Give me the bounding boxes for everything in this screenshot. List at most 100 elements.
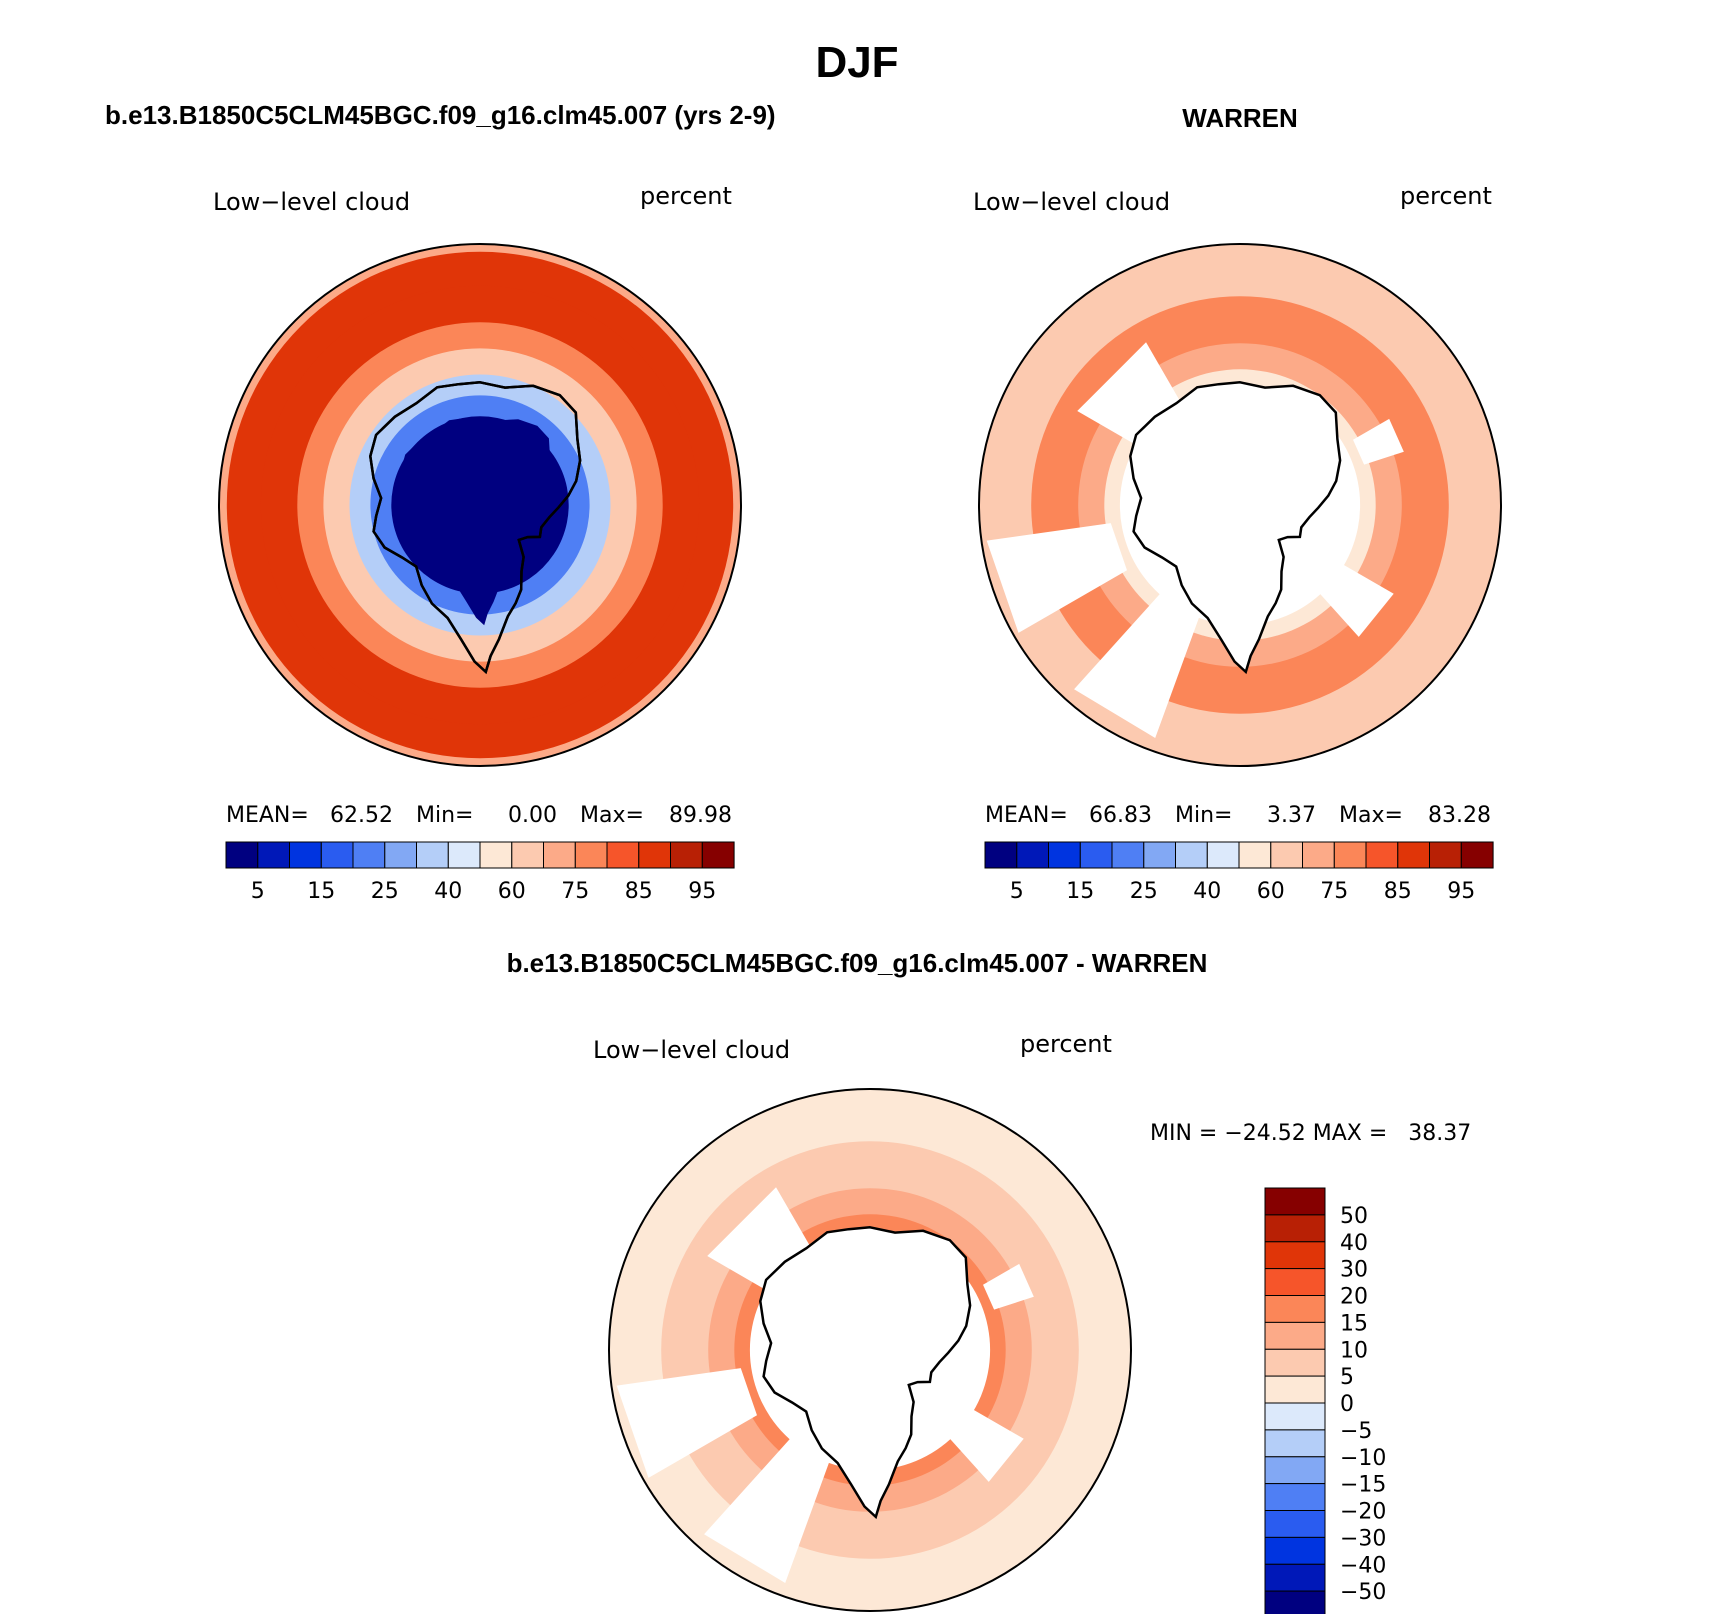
- coastline: [759, 1226, 972, 1520]
- colorbar-swatch: [1264, 1375, 1326, 1404]
- colorbar-tick-label: 40: [1193, 879, 1221, 904]
- polar-map: [609, 1089, 1131, 1611]
- polar-map: [979, 244, 1501, 766]
- colorbar-swatch: [1264, 1483, 1326, 1511]
- colorbar-tick-label: 25: [1130, 879, 1158, 904]
- interior-minimum: [401, 416, 553, 626]
- panel-title: WARREN: [1182, 103, 1298, 133]
- colorbar-tick-label: 5: [1010, 879, 1024, 904]
- colorbar-tick-label: −40: [1340, 1553, 1386, 1578]
- colorbar-swatch: [1264, 1429, 1326, 1458]
- colorbar-swatch: [1429, 841, 1462, 869]
- min-value: 0.00: [508, 803, 557, 828]
- colorbar-swatch: [701, 841, 735, 869]
- colorbar-swatch: [543, 841, 576, 869]
- colorbar-swatch: [1264, 1563, 1326, 1592]
- min-max-stats: MIN = −24.52 MAX = 38.37: [1150, 1121, 1471, 1146]
- polar-map: [219, 244, 741, 766]
- variable-label: Low−level cloud: [213, 188, 410, 216]
- colorbar-tick-label: 85: [1384, 879, 1412, 904]
- colorbar-swatch: [1264, 1590, 1326, 1614]
- colorbar-tick-label: −30: [1340, 1526, 1386, 1551]
- panel-model: b.e13.B1850C5CLM45BGC.f09_g16.clm45.007 …: [105, 100, 776, 904]
- colorbar-swatch: [384, 841, 418, 869]
- colorbar-tick-label: 50: [1340, 1204, 1368, 1229]
- colorbar-swatch: [1264, 1295, 1326, 1323]
- colorbar-tick-label: −15: [1340, 1473, 1386, 1498]
- colorbar-tick-label: 5: [1340, 1365, 1354, 1390]
- colorbar-swatch: [1143, 841, 1177, 869]
- map-border: [218, 243, 742, 767]
- colorbar-tick-label: −10: [1340, 1446, 1386, 1471]
- colorbar-tick-label: −50: [1340, 1580, 1386, 1605]
- colorbar-tick-label: 60: [1257, 879, 1285, 904]
- colorbar-swatch: [1206, 841, 1240, 869]
- panel-obs: WARREN Low−level cloud percent MEAN= 66.…: [973, 103, 1502, 904]
- missing-data-sector: [1318, 563, 1394, 637]
- colorbar-swatch: [257, 841, 291, 869]
- min-value: 3.37: [1267, 803, 1316, 828]
- colorbar: 5 15 25 40 60 75 85 95: [984, 841, 1494, 904]
- colorbar-tick-label: 75: [561, 879, 589, 904]
- colorbar-swatch: [1397, 841, 1431, 869]
- missing-data-sector: [704, 1437, 830, 1583]
- colorbar-swatch: [1264, 1241, 1326, 1270]
- colorbar-swatch: [289, 841, 322, 869]
- stats-line: MEAN= 66.83 Min= 3.37 Max= 83.28: [985, 803, 1491, 828]
- map-border: [608, 1088, 1132, 1612]
- colorbar-swatch: [1264, 1348, 1326, 1377]
- colorbar-swatch: [638, 841, 672, 869]
- max-value: 83.28: [1428, 803, 1491, 828]
- units-label: percent: [1400, 182, 1492, 210]
- variable-label: Low−level cloud: [973, 188, 1170, 216]
- colorbar-swatch: [1264, 1187, 1326, 1216]
- colorbar-tick-label: 85: [625, 879, 653, 904]
- missing-data-sector: [948, 1408, 1024, 1482]
- colorbar-swatch: [1264, 1268, 1326, 1296]
- panel-diff: b.e13.B1850C5CLM45BGC.f09_g16.clm45.007 …: [507, 948, 1471, 1614]
- colorbar-tick-label: 15: [1340, 1311, 1368, 1336]
- units-label: percent: [640, 182, 732, 210]
- colorbar-swatch: [1175, 841, 1208, 869]
- colorbar-swatch: [1264, 1536, 1326, 1565]
- colorbar-swatch: [670, 841, 703, 869]
- colorbar-swatch: [606, 841, 640, 869]
- missing-data-sector: [986, 523, 1127, 633]
- colorbar-swatch: [1264, 1321, 1326, 1350]
- mean-label: MEAN=: [985, 803, 1068, 828]
- min-label: Min=: [1175, 803, 1232, 828]
- colorbar-swatch: [320, 841, 354, 869]
- colorbar-tick-label: −5: [1340, 1419, 1372, 1444]
- colorbar-tick-label: 30: [1340, 1258, 1368, 1283]
- colorbar-swatch: [1270, 841, 1304, 869]
- coastline: [1129, 381, 1342, 675]
- figure-title: DJF: [815, 38, 898, 87]
- colorbar-swatch: [1365, 841, 1399, 869]
- max-label: Max=: [1339, 803, 1403, 828]
- colorbar-swatch: [1460, 841, 1494, 869]
- colorbar-swatch: [1111, 841, 1145, 869]
- mean-value: 62.52: [330, 803, 393, 828]
- colorbar-tick-label: 75: [1320, 879, 1348, 904]
- colorbar-swatch: [1264, 1456, 1326, 1485]
- colorbar-swatch: [1048, 841, 1081, 869]
- colorbar-tick-label: 95: [1447, 879, 1475, 904]
- colorbar-tick-label: 40: [434, 879, 462, 904]
- colorbar-tick-label: 0: [1340, 1392, 1354, 1417]
- colorbar-tick-label: 60: [498, 879, 526, 904]
- colorbar-tick-label: 95: [688, 879, 716, 904]
- colorbar-tick-label: 15: [1066, 879, 1094, 904]
- mean-label: MEAN=: [226, 803, 309, 828]
- colorbar-swatch: [574, 841, 608, 869]
- missing-data-sector: [983, 1263, 1034, 1310]
- map-border: [978, 243, 1502, 767]
- missing-data-sector: [1074, 592, 1200, 738]
- panel-title: b.e13.B1850C5CLM45BGC.f09_g16.clm45.007 …: [105, 100, 776, 130]
- max-value: 89.98: [669, 803, 732, 828]
- colorbar-swatch: [1264, 1510, 1326, 1538]
- missing-data-sector: [1353, 418, 1404, 465]
- units-label: percent: [1020, 1030, 1112, 1058]
- colorbar-swatch: [416, 841, 449, 869]
